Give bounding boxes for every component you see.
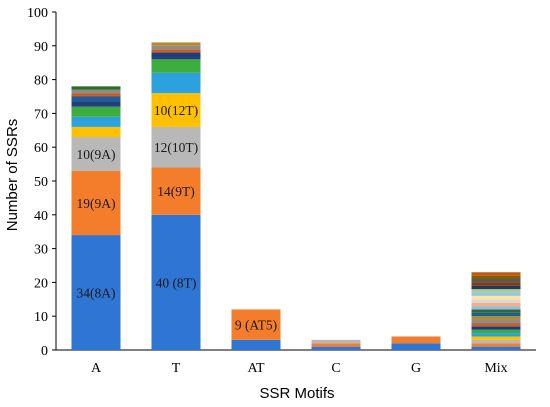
bar-segment-t-0 xyxy=(151,214,201,350)
bar-segment-mix-5 xyxy=(471,329,521,334)
bar-segment-c-1 xyxy=(311,343,361,347)
bar-segment-mix-1 xyxy=(471,343,521,347)
bar-segment-mix-8 xyxy=(471,319,521,323)
bar-segment-a-5 xyxy=(71,106,121,117)
bar-segment-mix-3 xyxy=(471,336,521,340)
segment-data-label: 10(9A) xyxy=(77,147,116,162)
bar-segment-mix-18 xyxy=(471,285,521,290)
y-tick-label: 40 xyxy=(34,209,48,224)
bar-segment-mix-15 xyxy=(471,295,521,300)
bar-segment-mix-10 xyxy=(471,312,521,317)
bar-segment-a-1 xyxy=(71,170,121,236)
bar-segment-mix-12 xyxy=(471,306,521,310)
bar-segment-mix-6 xyxy=(471,326,521,330)
bar-segment-t-5 xyxy=(151,59,201,73)
bar-segment-mix-11 xyxy=(471,309,521,313)
bar-segment-mix-20 xyxy=(471,279,521,283)
bar-segment-a-2 xyxy=(71,137,121,171)
bar-segment-mix-19 xyxy=(471,282,521,286)
bar-segment-mix-7 xyxy=(471,322,521,327)
segment-data-label: 9 (AT5) xyxy=(235,318,277,333)
segment-data-label: 12(10T) xyxy=(154,140,198,155)
segment-data-label: 19(9A) xyxy=(77,196,116,211)
bar-segment-mix-22 xyxy=(471,272,521,276)
bar-segment-t-8 xyxy=(151,45,201,50)
bar-segment-mix-9 xyxy=(471,316,521,320)
bar-segment-mix-16 xyxy=(471,292,521,296)
bar-segment-mix-14 xyxy=(471,299,521,303)
y-tick-label: 0 xyxy=(41,344,48,359)
bar-segment-mix-2 xyxy=(471,339,521,344)
segment-data-label: 10(12T) xyxy=(154,103,198,118)
y-tick-label: 80 xyxy=(34,74,48,89)
bar-segment-mix-0 xyxy=(471,346,521,350)
bar-segment-t-6 xyxy=(151,52,201,60)
y-tick-label: 20 xyxy=(34,276,48,291)
bar-segment-a-6 xyxy=(71,101,121,107)
bar-segment-a-3 xyxy=(71,126,121,138)
bar-segment-t-1 xyxy=(151,167,201,215)
bar-segment-a-9 xyxy=(71,89,121,94)
bar-segment-at-0 xyxy=(231,339,281,350)
bar-segment-mix-17 xyxy=(471,289,521,293)
segment-data-label: 14(9T) xyxy=(157,184,195,199)
bar-segment-g-1 xyxy=(391,336,441,344)
bar-segment-t-3 xyxy=(151,93,201,127)
segment-data-label: 34(8A) xyxy=(77,286,116,301)
bar-segment-t-9 xyxy=(151,42,201,46)
y-tick-label: 50 xyxy=(34,175,48,190)
bar-segment-at-1 xyxy=(231,309,281,340)
x-tick-label: T xyxy=(172,361,181,376)
bar-segment-t-2 xyxy=(151,126,201,168)
bar-segment-c-0 xyxy=(311,346,361,350)
x-tick-label: Mix xyxy=(484,361,507,376)
y-tick-label: 10 xyxy=(34,310,48,325)
y-tick-label: 30 xyxy=(34,243,48,258)
x-tick-label: G xyxy=(411,361,421,376)
y-axis-title: Number of SSRs xyxy=(4,119,21,232)
x-tick-label: C xyxy=(331,361,340,376)
bar-segment-a-0 xyxy=(71,235,121,350)
bar-segment-a-4 xyxy=(71,116,121,127)
y-tick-label: 100 xyxy=(27,6,48,21)
x-tick-label: A xyxy=(91,361,102,376)
bar-segment-mix-4 xyxy=(471,333,521,337)
segment-data-label: 40 (8T) xyxy=(156,275,197,290)
bar-segment-t-4 xyxy=(151,72,201,94)
x-tick-label: AT xyxy=(247,361,265,376)
bar-segment-c-2 xyxy=(311,339,361,344)
bar-segment-mix-13 xyxy=(471,302,521,307)
y-tick-label: 60 xyxy=(34,141,48,156)
y-tick-label: 90 xyxy=(34,40,48,55)
bar-segment-a-10 xyxy=(71,86,121,90)
bar-segment-mix-21 xyxy=(471,275,521,280)
bar-segment-a-7 xyxy=(71,96,121,102)
y-tick-label: 70 xyxy=(34,107,48,122)
bar-segment-a-8 xyxy=(71,93,121,97)
bar-segment-g-0 xyxy=(391,343,441,350)
bar-segment-t-7 xyxy=(151,49,201,53)
x-axis-title: SSR Motifs xyxy=(259,385,334,402)
